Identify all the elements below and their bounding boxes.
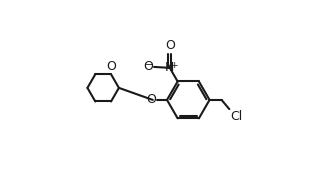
Text: O: O [143,60,153,73]
Text: O: O [146,93,156,106]
Text: O: O [107,60,117,73]
Text: +: + [170,60,178,70]
Text: O: O [165,39,175,52]
Text: N: N [165,61,174,74]
Text: −: − [145,60,153,70]
Text: Cl: Cl [230,110,242,123]
